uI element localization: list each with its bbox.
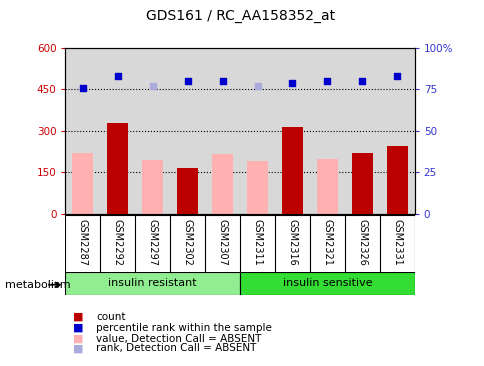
Bar [72, 153, 93, 214]
Text: GSM2292: GSM2292 [113, 220, 122, 266]
Text: ■: ■ [73, 333, 83, 344]
Point [183, 78, 191, 84]
Text: GSM2297: GSM2297 [148, 220, 157, 266]
Point [393, 73, 400, 79]
Text: GSM2321: GSM2321 [322, 220, 332, 266]
Text: ■: ■ [73, 311, 83, 322]
Bar [65, 272, 240, 295]
Point [323, 78, 331, 84]
Point [79, 85, 87, 90]
Text: GSM2311: GSM2311 [252, 220, 262, 266]
Bar [107, 123, 128, 214]
Bar [212, 154, 233, 214]
Text: ■: ■ [73, 322, 83, 333]
Bar [351, 153, 372, 214]
Text: percentile rank within the sample: percentile rank within the sample [96, 322, 272, 333]
Text: insulin sensitive: insulin sensitive [282, 278, 371, 288]
Text: metabolism: metabolism [5, 280, 70, 290]
Point [149, 83, 156, 89]
Text: rank, Detection Call = ABSENT: rank, Detection Call = ABSENT [96, 343, 256, 354]
Text: GSM2287: GSM2287 [78, 220, 88, 266]
Bar [281, 127, 302, 214]
Bar [240, 272, 414, 295]
Text: ■: ■ [73, 343, 83, 354]
Point [114, 73, 121, 79]
Text: GSM2307: GSM2307 [217, 220, 227, 266]
Point [218, 78, 226, 84]
Point [288, 80, 296, 86]
Text: GSM2331: GSM2331 [392, 220, 401, 266]
Text: GDS161 / RC_AA158352_at: GDS161 / RC_AA158352_at [146, 9, 335, 23]
Bar [246, 161, 268, 214]
Text: value, Detection Call = ABSENT: value, Detection Call = ABSENT [96, 333, 261, 344]
Point [253, 83, 261, 89]
Text: GSM2302: GSM2302 [182, 220, 192, 266]
Point [358, 78, 365, 84]
Bar [177, 168, 198, 214]
Text: GSM2316: GSM2316 [287, 220, 297, 266]
Text: count: count [96, 311, 125, 322]
Bar [316, 158, 337, 214]
Text: GSM2326: GSM2326 [357, 220, 366, 266]
Bar [386, 146, 407, 214]
Bar [142, 160, 163, 214]
Text: insulin resistant: insulin resistant [108, 278, 197, 288]
